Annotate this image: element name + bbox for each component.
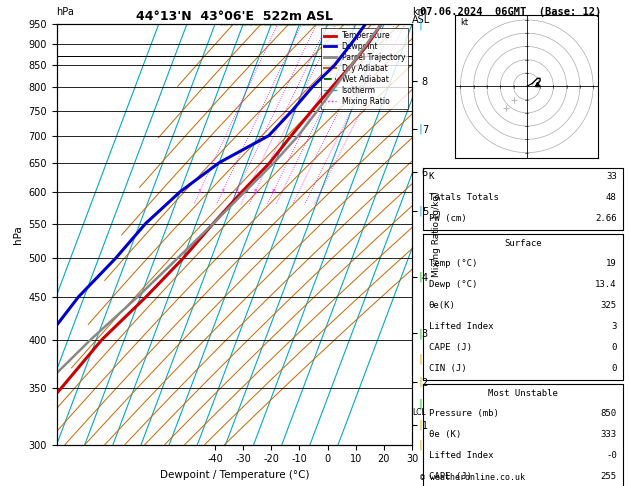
Y-axis label: Mixing Ratio (g/kg): Mixing Ratio (g/kg) <box>432 191 441 278</box>
Title: 44°13'N  43°06'E  522m ASL: 44°13'N 43°06'E 522m ASL <box>136 10 333 23</box>
Text: Pressure (mb): Pressure (mb) <box>429 410 499 418</box>
Text: |: | <box>417 19 423 30</box>
Text: θe(K): θe(K) <box>429 301 455 310</box>
Text: 1: 1 <box>198 190 201 194</box>
Text: 13.4: 13.4 <box>595 280 616 289</box>
Text: |: | <box>417 206 423 216</box>
Text: |: | <box>417 399 423 409</box>
Text: 33: 33 <box>606 172 616 181</box>
Text: km: km <box>412 7 427 17</box>
Text: 0: 0 <box>611 343 616 352</box>
Text: |: | <box>417 124 423 135</box>
Text: 255: 255 <box>601 472 616 481</box>
Text: 3: 3 <box>611 322 616 331</box>
Text: © weatheronline.co.uk: © weatheronline.co.uk <box>420 473 525 482</box>
Text: Temp (°C): Temp (°C) <box>429 260 477 268</box>
Y-axis label: hPa: hPa <box>13 225 23 244</box>
Text: Most Unstable: Most Unstable <box>487 388 558 398</box>
Text: LCL: LCL <box>413 408 426 417</box>
Text: |: | <box>417 420 423 430</box>
Text: Lifted Index: Lifted Index <box>429 451 493 460</box>
X-axis label: Dewpoint / Temperature (°C): Dewpoint / Temperature (°C) <box>160 470 309 480</box>
Text: hPa: hPa <box>57 7 74 17</box>
Text: |: | <box>417 377 423 387</box>
Text: K: K <box>429 172 434 181</box>
Text: -0: -0 <box>606 451 616 460</box>
Text: 07.06.2024  06GMT  (Base: 12): 07.06.2024 06GMT (Base: 12) <box>420 7 601 17</box>
Legend: Temperature, Dewpoint, Parcel Trajectory, Dry Adiabat, Wet Adiabat, Isotherm, Mi: Temperature, Dewpoint, Parcel Trajectory… <box>321 28 408 109</box>
Text: θe (K): θe (K) <box>429 431 461 439</box>
Text: |: | <box>417 439 423 450</box>
Text: 325: 325 <box>601 301 616 310</box>
Text: 850: 850 <box>601 410 616 418</box>
Text: CAPE (J): CAPE (J) <box>429 472 472 481</box>
Text: PW (cm): PW (cm) <box>429 214 466 223</box>
Text: 4: 4 <box>245 190 249 194</box>
Text: 19: 19 <box>606 260 616 268</box>
Text: ASL: ASL <box>412 15 430 25</box>
Text: 2: 2 <box>220 190 225 194</box>
Text: Totals Totals: Totals Totals <box>429 193 499 202</box>
Text: 2.66: 2.66 <box>595 214 616 223</box>
Text: |: | <box>417 272 423 282</box>
Text: |: | <box>417 353 423 364</box>
Text: 8: 8 <box>271 190 275 194</box>
Text: Dewp (°C): Dewp (°C) <box>429 280 477 289</box>
Text: CAPE (J): CAPE (J) <box>429 343 472 352</box>
Text: kt: kt <box>460 18 469 27</box>
Text: Surface: Surface <box>504 239 542 247</box>
Text: 333: 333 <box>601 431 616 439</box>
Text: 5: 5 <box>253 190 257 194</box>
Text: CIN (J): CIN (J) <box>429 364 466 373</box>
Text: Lifted Index: Lifted Index <box>429 322 493 331</box>
Text: 3: 3 <box>235 190 238 194</box>
Text: |: | <box>417 328 423 339</box>
Text: 48: 48 <box>606 193 616 202</box>
Text: 0: 0 <box>611 364 616 373</box>
